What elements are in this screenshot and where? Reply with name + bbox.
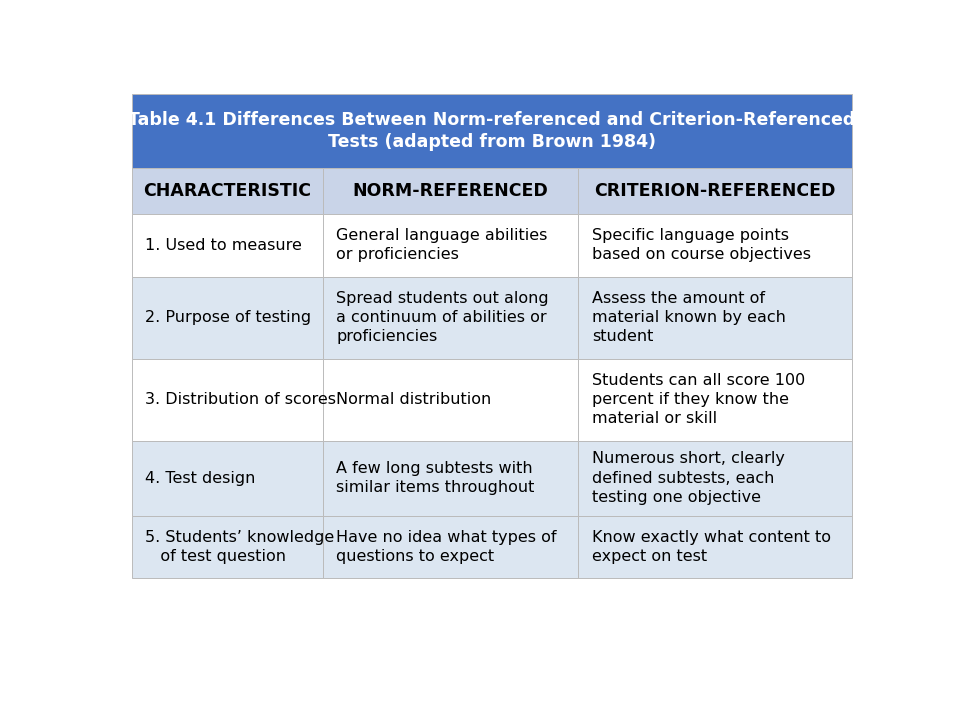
FancyBboxPatch shape xyxy=(323,441,579,516)
FancyBboxPatch shape xyxy=(132,214,323,276)
Text: CHARACTERISTIC: CHARACTERISTIC xyxy=(143,182,311,200)
Text: 3. Distribution of scores: 3. Distribution of scores xyxy=(145,392,336,407)
Text: NORM-REFERENCED: NORM-REFERENCED xyxy=(352,182,548,200)
Text: 4. Test design: 4. Test design xyxy=(145,471,255,485)
FancyBboxPatch shape xyxy=(132,168,323,214)
FancyBboxPatch shape xyxy=(579,516,852,578)
Text: Assess the amount of
material known by each
student: Assess the amount of material known by e… xyxy=(591,291,785,344)
Text: Numerous short, clearly
defined subtests, each
testing one objective: Numerous short, clearly defined subtests… xyxy=(591,451,784,505)
Text: 1. Used to measure: 1. Used to measure xyxy=(145,238,302,253)
FancyBboxPatch shape xyxy=(579,441,852,516)
Text: Know exactly what content to
expect on test: Know exactly what content to expect on t… xyxy=(591,530,830,564)
Text: Table 4.1 Differences Between Norm-referenced and Criterion-Referenced
Tests (ad: Table 4.1 Differences Between Norm-refer… xyxy=(129,111,855,151)
FancyBboxPatch shape xyxy=(579,276,852,359)
Text: Spread students out along
a continuum of abilities or
proficiencies: Spread students out along a continuum of… xyxy=(336,291,549,344)
FancyBboxPatch shape xyxy=(579,214,852,276)
Text: 2. Purpose of testing: 2. Purpose of testing xyxy=(145,310,311,325)
Text: General language abilities
or proficiencies: General language abilities or proficienc… xyxy=(336,228,547,262)
FancyBboxPatch shape xyxy=(132,359,323,441)
FancyBboxPatch shape xyxy=(323,359,579,441)
FancyBboxPatch shape xyxy=(323,168,579,214)
Text: Have no idea what types of
questions to expect: Have no idea what types of questions to … xyxy=(336,530,557,564)
FancyBboxPatch shape xyxy=(323,214,579,276)
Text: Students can all score 100
percent if they know the
material or skill: Students can all score 100 percent if th… xyxy=(591,373,805,426)
Text: CRITERION-REFERENCED: CRITERION-REFERENCED xyxy=(594,182,836,200)
FancyBboxPatch shape xyxy=(132,441,323,516)
FancyBboxPatch shape xyxy=(579,168,852,214)
FancyBboxPatch shape xyxy=(132,94,852,168)
FancyBboxPatch shape xyxy=(579,359,852,441)
FancyBboxPatch shape xyxy=(323,276,579,359)
FancyBboxPatch shape xyxy=(323,516,579,578)
Text: Normal distribution: Normal distribution xyxy=(336,392,492,407)
Text: Specific language points
based on course objectives: Specific language points based on course… xyxy=(591,228,811,262)
FancyBboxPatch shape xyxy=(132,276,323,359)
Text: A few long subtests with
similar items throughout: A few long subtests with similar items t… xyxy=(336,461,535,495)
FancyBboxPatch shape xyxy=(132,516,323,578)
Text: 5. Students’ knowledge
   of test question: 5. Students’ knowledge of test question xyxy=(145,530,334,564)
